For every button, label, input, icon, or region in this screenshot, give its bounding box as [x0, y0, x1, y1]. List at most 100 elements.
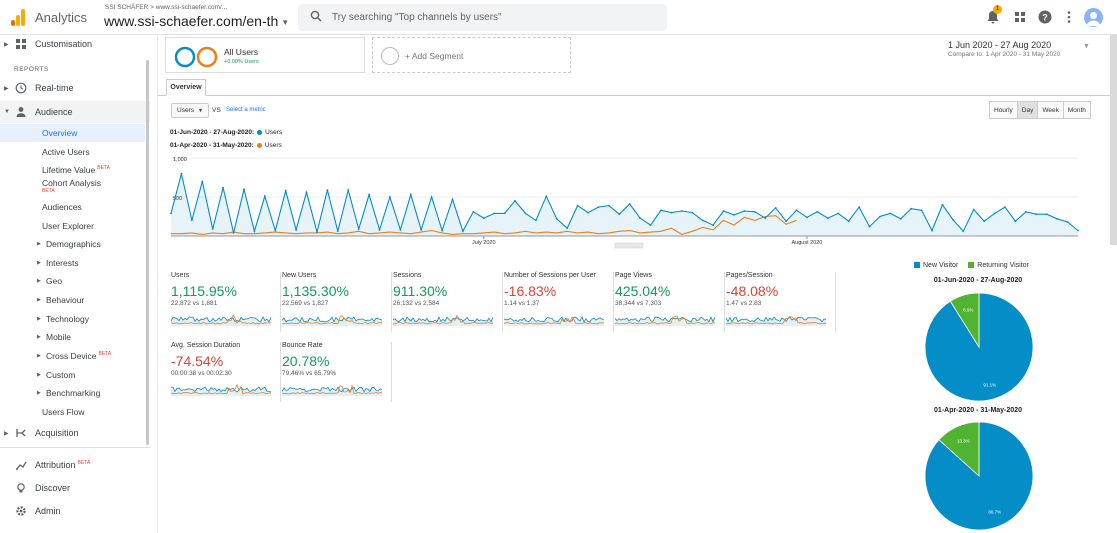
data-point[interactable] — [733, 214, 735, 216]
data-point[interactable] — [795, 209, 798, 212]
sidebar-item-custom[interactable]: ▶ Custom — [0, 366, 145, 384]
data-point[interactable] — [347, 189, 350, 191]
data-point[interactable] — [983, 220, 986, 223]
sidebar-item-geo[interactable]: ▶ Geo — [0, 272, 145, 290]
data-point[interactable] — [222, 186, 224, 189]
sidebar-item-users-flow[interactable]: Users Flow — [0, 403, 145, 421]
data-point[interactable] — [743, 210, 746, 212]
apps-grid-icon[interactable] — [1012, 9, 1028, 25]
data-point[interactable] — [618, 213, 621, 216]
sidebar-item-realtime[interactable]: ▶ Real-time — [0, 77, 150, 99]
data-point[interactable] — [972, 208, 975, 211]
data-point[interactable] — [253, 230, 256, 233]
data-point[interactable] — [170, 212, 172, 215]
data-point[interactable] — [889, 212, 892, 215]
data-point[interactable] — [576, 204, 579, 207]
chevron-down-icon[interactable]: ▼ — [1083, 43, 1090, 50]
data-point[interactable] — [232, 232, 235, 234]
data-point[interactable] — [430, 196, 433, 198]
data-point[interactable] — [785, 220, 787, 223]
scorecard[interactable]: Users 1,115.95% 22,872 vs 1,881 — [171, 272, 281, 332]
sidebar-item-audiences[interactable]: Audiences — [0, 198, 145, 216]
data-point[interactable] — [305, 191, 308, 194]
sidebar-item-acquisition[interactable]: ▶ Acquisition — [0, 422, 150, 444]
data-point[interactable] — [628, 203, 631, 205]
sidebar-item-interests[interactable]: ▶ Interests — [0, 254, 145, 272]
analytics-logo[interactable] — [11, 9, 25, 26]
segment-all-users[interactable]: All Users +0.00% Users — [165, 37, 365, 73]
data-point[interactable] — [847, 220, 850, 223]
data-point[interactable] — [670, 211, 673, 214]
data-point[interactable] — [514, 200, 516, 202]
avatar[interactable] — [1084, 8, 1103, 27]
sidebar-item-demographics[interactable]: ▶ Demographics — [0, 235, 145, 253]
data-point[interactable] — [566, 227, 569, 230]
data-point[interactable] — [357, 228, 360, 230]
data-point[interactable] — [336, 230, 339, 233]
data-point[interactable] — [826, 217, 829, 219]
pie-slice-returning-visitor[interactable] — [938, 421, 980, 477]
data-point[interactable] — [691, 211, 694, 214]
data-point[interactable] — [201, 180, 204, 183]
sidebar-item-technology[interactable]: ▶ Technology — [0, 310, 145, 328]
data-point[interactable] — [993, 212, 996, 215]
sidebar-item-mobile[interactable]: ▶ Mobile — [0, 328, 145, 346]
data-point[interactable] — [524, 212, 527, 215]
sidebar-item-attribution[interactable]: Attribution BETA — [0, 454, 150, 476]
scorecard[interactable]: Page Views 425.04% 38,344 vs 7,303 — [615, 272, 725, 332]
data-point[interactable] — [1014, 220, 1017, 223]
sidebar-item-admin[interactable]: Admin — [0, 500, 150, 522]
help-icon[interactable]: ? — [1037, 9, 1053, 25]
data-point[interactable] — [806, 216, 808, 219]
sidebar-item-cohort-analysis[interactable]: Cohort Analysis BETA — [0, 177, 145, 201]
data-point[interactable] — [660, 209, 662, 212]
scorecard[interactable]: Sessions 911.30% 26,132 vs 2,584 — [393, 272, 503, 332]
data-point[interactable] — [420, 228, 423, 231]
data-point[interactable] — [263, 195, 266, 198]
select-metric-link[interactable]: Select a metric — [226, 107, 266, 113]
data-point[interactable] — [493, 212, 496, 215]
pie-slice-returning-visitor[interactable] — [949, 292, 980, 349]
data-point[interactable] — [389, 196, 391, 198]
data-point[interactable] — [899, 217, 902, 220]
sidebar-item-audience[interactable]: ▼ Audience — [0, 101, 150, 123]
data-point[interactable] — [879, 215, 881, 218]
main-scrollbar[interactable] — [1110, 35, 1117, 245]
scorecard[interactable]: Pages/Session -48.08% 1.47 vs 2.83 — [726, 272, 836, 332]
data-point[interactable] — [753, 210, 756, 213]
data-point[interactable] — [1004, 206, 1006, 208]
data-point[interactable] — [868, 225, 871, 228]
data-point[interactable] — [1035, 213, 1038, 216]
scorecard[interactable]: New Users 1,135.30% 22,569 vs 1,827 — [282, 272, 392, 332]
property-selector[interactable]: www.ssi-schaefer.com/en-th ▼ — [104, 13, 289, 29]
data-point[interactable] — [482, 217, 485, 219]
sidebar-scrollbar[interactable] — [146, 60, 149, 445]
data-point[interactable] — [701, 219, 704, 222]
sidebar-item-benchmarking[interactable]: ▶ Benchmarking — [0, 384, 145, 402]
data-point[interactable] — [399, 228, 402, 231]
data-point[interactable] — [722, 210, 725, 212]
data-point[interactable] — [503, 212, 506, 215]
data-point[interactable] — [764, 217, 767, 219]
chart-resize-handle[interactable] — [614, 242, 644, 249]
sidebar-item-active-users[interactable]: Active Users — [0, 143, 145, 161]
data-point[interactable] — [910, 207, 913, 210]
data-point[interactable] — [962, 230, 965, 233]
data-point[interactable] — [368, 193, 370, 196]
date-range-picker[interactable]: 1 Jun 2020 - 27 Aug 2020 — [948, 40, 1052, 50]
sidebar-item-discover[interactable]: Discover — [0, 477, 150, 499]
scorecard[interactable]: Avg. Session Duration -74.54% 00:00:38 vs … — [171, 342, 281, 402]
granularity-hourly[interactable]: Hourly — [989, 101, 1018, 119]
data-point[interactable] — [535, 219, 537, 222]
sidebar-item-cross-device[interactable]: ▶ Cross Device BETA — [0, 347, 145, 365]
data-point[interactable] — [1056, 217, 1058, 220]
data-point[interactable] — [211, 228, 214, 230]
data-point[interactable] — [274, 229, 277, 232]
data-point[interactable] — [816, 210, 819, 213]
bell-icon[interactable] — [985, 9, 1001, 25]
data-point[interactable] — [295, 228, 297, 231]
data-point[interactable] — [191, 219, 193, 222]
data-point[interactable] — [1025, 210, 1027, 213]
data-point[interactable] — [378, 228, 381, 231]
data-point[interactable] — [680, 210, 683, 212]
